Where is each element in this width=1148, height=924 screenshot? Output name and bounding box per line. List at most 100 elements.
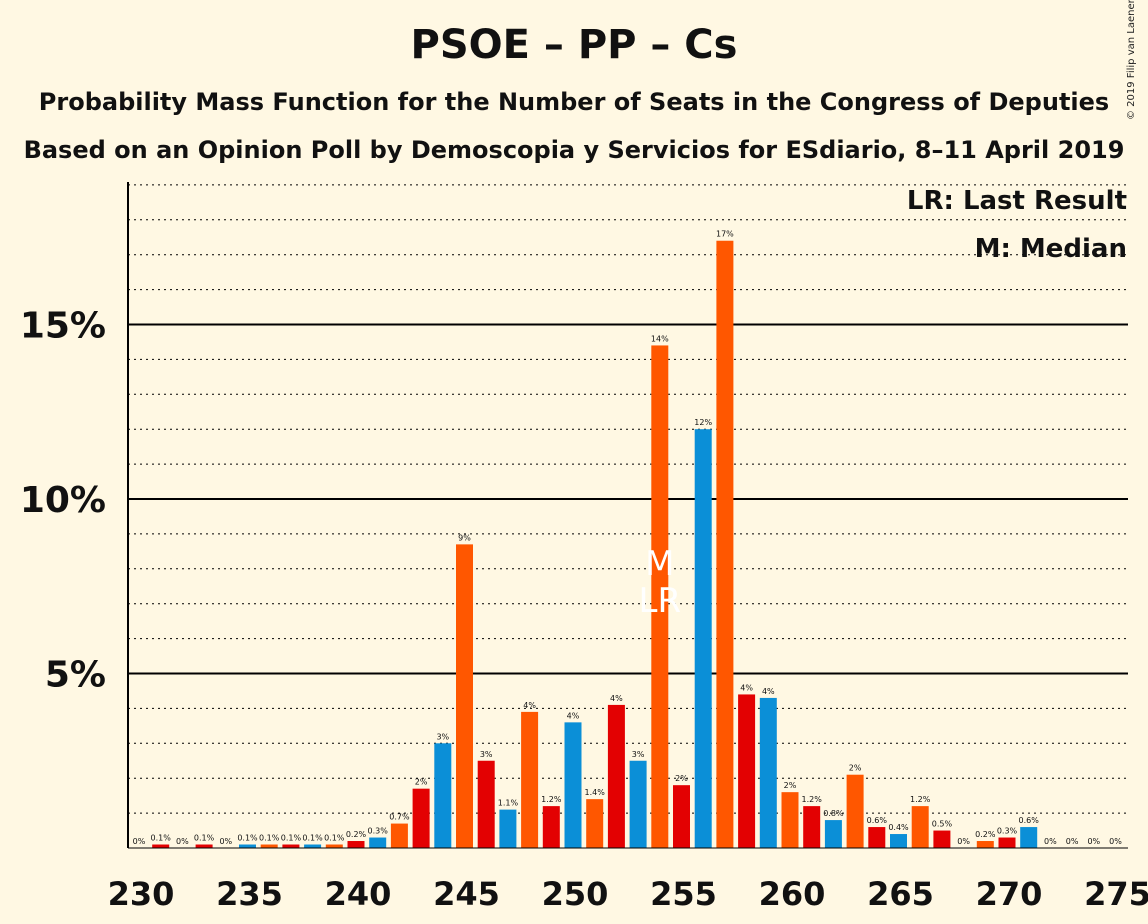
bar-seat-237: [282, 844, 300, 848]
bar-seat-251: [586, 799, 604, 848]
bar-seat-236: [260, 844, 278, 848]
bar-seat-252: [607, 704, 625, 848]
data-label-seat-237: 0.1%: [281, 834, 302, 843]
bar-seat-265: [890, 834, 907, 848]
data-label-seat-243: 2%: [415, 778, 428, 787]
bars-group: [152, 240, 1038, 849]
data-label-seat-271: 0.6%: [1019, 816, 1040, 825]
data-label-seat-238: 0.1%: [302, 834, 323, 843]
legend-median: M: Median: [975, 234, 1127, 264]
data-label-seat-260: 2%: [784, 781, 797, 790]
data-label-seat-254: 14%: [651, 334, 669, 343]
data-label-seat-233: 0.1%: [194, 834, 215, 843]
bar-seat-259: [759, 697, 777, 848]
bar-seat-263: [846, 774, 864, 848]
data-label-seat-245: 9%: [458, 533, 471, 542]
data-label-seat-242: 0.7%: [389, 813, 410, 822]
x-tick-label: 230: [108, 875, 175, 913]
bar-seat-264: [868, 827, 886, 848]
bar-seat-260: [781, 792, 799, 848]
bar-seat-242: [390, 823, 408, 848]
x-tick-label: 260: [759, 875, 826, 913]
chart-title: PSOE – PP – Cs: [410, 22, 738, 68]
data-label-seat-269: 0.2%: [975, 830, 996, 839]
x-tick-label: 265: [867, 875, 934, 913]
data-label-seat-272: 0%: [1044, 837, 1057, 846]
bar-seat-241: [369, 837, 387, 848]
data-label-seat-239: 0.1%: [324, 834, 345, 843]
data-label-seat-232: 0%: [176, 837, 189, 846]
data-label-seat-264: 0.6%: [867, 816, 888, 825]
data-label-seat-257: 17%: [716, 230, 734, 239]
data-label-seat-241: 0.3%: [368, 827, 389, 836]
bar-seat-231: [152, 844, 170, 848]
bar-seat-254: [651, 345, 669, 848]
bar-seat-271: [1020, 827, 1038, 848]
data-label-seat-248: 4%: [523, 701, 536, 710]
bar-seat-253: [629, 760, 647, 848]
data-label-seat-255: 2%: [675, 774, 688, 783]
data-label-seat-273: 0%: [1066, 837, 1079, 846]
bar-seat-256: [694, 429, 712, 848]
bar-seat-248: [521, 711, 539, 848]
bar-seat-267: [933, 830, 951, 848]
data-label-seat-259: 4%: [762, 687, 775, 696]
bar-seat-262: [824, 820, 842, 848]
y-tick-label: 10%: [20, 480, 106, 521]
data-label-seat-231: 0.1%: [151, 834, 172, 843]
bar-seat-249: [542, 806, 560, 848]
median-marker: M: [645, 544, 674, 584]
bar-seat-244: [434, 743, 452, 848]
last-result-marker: LR: [639, 581, 682, 621]
data-label-seat-240: 0.2%: [346, 830, 367, 839]
x-tick-labels: 230 235 240 245 250 255 260 265 270 275: [108, 875, 1148, 913]
data-label-seat-250: 4%: [567, 711, 580, 720]
chart-source-subtitle: Based on an Opinion Poll by Demoscopia y…: [23, 136, 1125, 164]
data-label-seat-251: 1.4%: [585, 788, 606, 797]
data-label-seat-236: 0.1%: [259, 834, 280, 843]
bar-seat-238: [304, 844, 322, 848]
data-label-seat-266: 1.2%: [910, 795, 931, 804]
bar-seat-240: [347, 841, 365, 848]
x-tick-label: 270: [976, 875, 1043, 913]
data-label-seat-258: 4%: [740, 683, 753, 692]
x-tick-label: 250: [542, 875, 609, 913]
data-label-seat-246: 3%: [480, 750, 493, 759]
data-label-seat-274: 0%: [1087, 837, 1100, 846]
bar-seat-243: [412, 788, 430, 848]
y-tick-labels: 5% 10% 15%: [20, 306, 106, 696]
data-label-seat-252: 4%: [610, 694, 623, 703]
data-label-seat-253: 3%: [632, 750, 645, 759]
bar-seat-247: [499, 809, 517, 848]
data-label-seat-230: 0%: [133, 837, 146, 846]
x-tick-label: 255: [650, 875, 717, 913]
data-label-seat-234: 0%: [219, 837, 232, 846]
y-tick-label: 5%: [45, 655, 106, 696]
bar-seat-269: [976, 841, 994, 848]
data-label-seat-261: 1.2%: [802, 795, 823, 804]
data-label-seat-263: 2%: [849, 764, 862, 773]
bar-seat-258: [738, 694, 756, 848]
chart-subtitle: Probability Mass Function for the Number…: [38, 88, 1110, 116]
data-label-seat-270: 0.3%: [997, 827, 1018, 836]
bar-seat-257: [716, 240, 734, 849]
x-tick-label: 245: [433, 875, 500, 913]
data-label-seat-244: 3%: [436, 732, 449, 741]
markers-group: MLR: [639, 544, 682, 621]
grid-lines: [128, 184, 1128, 814]
data-label-seat-247: 1.1%: [498, 799, 519, 808]
x-tick-label: 275: [1084, 875, 1148, 913]
data-label-seat-256: 12%: [694, 418, 712, 427]
data-label-seat-262: 0.8%: [823, 809, 844, 818]
x-tick-label: 235: [216, 875, 283, 913]
data-label-seat-267: 0.5%: [932, 820, 953, 829]
bar-seat-233: [195, 844, 213, 848]
bar-seat-235: [239, 844, 256, 848]
bar-seat-239: [325, 844, 343, 848]
bar-seat-245: [456, 544, 473, 848]
y-tick-label: 15%: [20, 306, 106, 347]
bar-seat-250: [564, 722, 582, 848]
bar-seat-255: [673, 785, 690, 848]
data-labels-group: 0% 0.1% 0% 0.1% 0% 0.1% 0.1% 0.1% 0.1% 0.1% 0.2% 0.…: [133, 230, 1123, 846]
